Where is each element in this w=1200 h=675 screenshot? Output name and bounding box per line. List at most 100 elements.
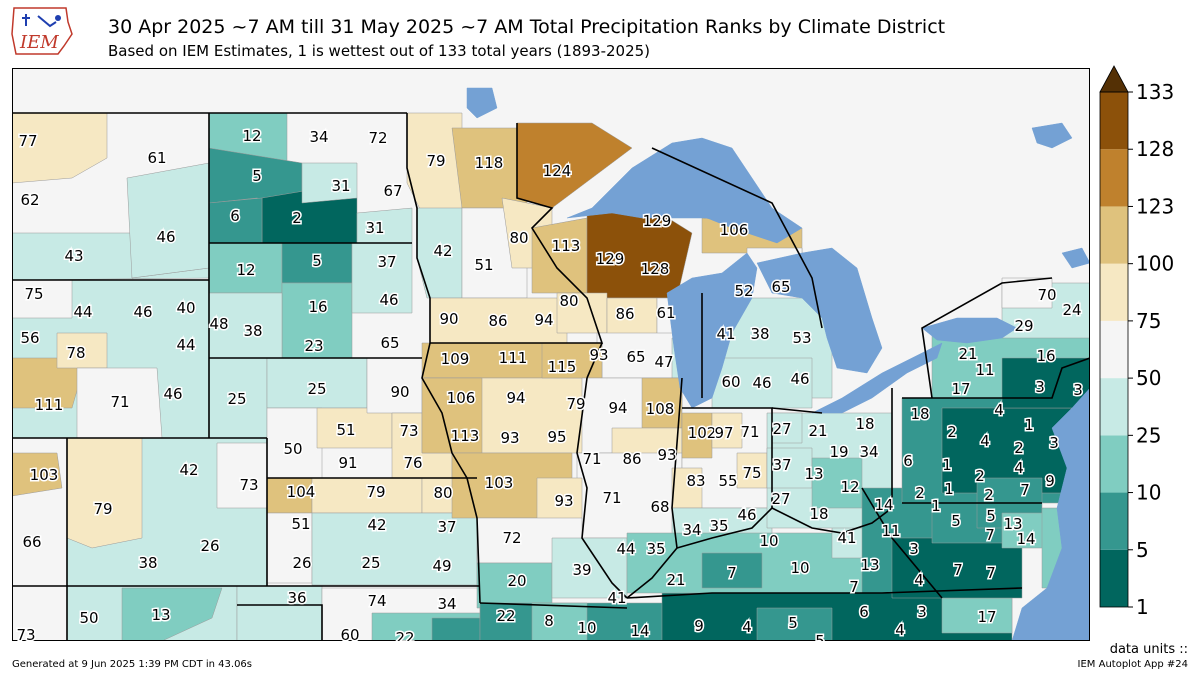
colorbar-segments xyxy=(1099,65,1129,608)
district-rank: 19 xyxy=(829,443,848,461)
district-rank: 5 xyxy=(815,632,825,641)
district-rank: 7 xyxy=(1020,481,1030,499)
district-rank: 129 xyxy=(596,250,625,268)
district-rank: 10 xyxy=(790,559,809,577)
district-rank: 55 xyxy=(718,472,737,490)
district-rank: 41 xyxy=(607,589,626,607)
district-rank: 37 xyxy=(377,253,396,271)
district-rank: 7 xyxy=(953,561,963,579)
district-rank: 7 xyxy=(986,564,996,582)
district-rank: 79 xyxy=(366,483,385,501)
district-rank: 24 xyxy=(1062,301,1081,319)
iem-logo: IEM xyxy=(11,7,73,55)
district-rank: 7 xyxy=(985,526,995,544)
district-rank: 42 xyxy=(179,461,198,479)
district-rank: 51 xyxy=(474,256,493,274)
district-rank: 5 xyxy=(788,614,798,632)
district-rank: 11 xyxy=(881,522,900,540)
colorbar-tick-label: 123 xyxy=(1136,194,1174,218)
district-rank: 93 xyxy=(657,446,676,464)
district-rank: 93 xyxy=(500,429,519,447)
colorbar-band xyxy=(1100,206,1128,264)
district-rank: 21 xyxy=(808,422,827,440)
district-rank: 113 xyxy=(552,237,581,255)
generated-timestamp: Generated at 9 Jun 2025 1:39 PM CDT in 4… xyxy=(12,659,253,670)
district-rank: 20 xyxy=(507,572,526,590)
colorbar-band xyxy=(1100,149,1128,207)
district-rank: 71 xyxy=(582,450,601,468)
district-rank: 5 xyxy=(951,512,961,530)
district-rank: 5 xyxy=(312,252,322,270)
map-title: 30 Apr 2025 ~7 AM till 31 May 2025 ~7 AM… xyxy=(108,16,946,38)
district-rank: 7 xyxy=(849,578,859,596)
district-rank: 4 xyxy=(980,432,990,450)
district-rank: 27 xyxy=(772,420,791,438)
district-rank: 71 xyxy=(740,423,759,441)
district-rank: 102 xyxy=(688,424,717,442)
district-rank: 2 xyxy=(292,209,302,227)
app-credit: IEM Autoplot App #24 xyxy=(1077,659,1188,670)
district-rank: 60 xyxy=(721,373,740,391)
district-rank: 49 xyxy=(432,557,451,575)
district-rank: 111 xyxy=(499,349,528,367)
colorbar-band xyxy=(1100,492,1128,550)
district-rank: 18 xyxy=(910,405,929,423)
district-rank: 2 xyxy=(915,484,925,502)
district-rank: 38 xyxy=(750,325,769,343)
colorbar-tick-label: 10 xyxy=(1136,481,1161,505)
district-rank: 48 xyxy=(209,315,228,333)
district-rank: 65 xyxy=(626,348,645,366)
district-rank: 71 xyxy=(110,393,129,411)
district-rank: 31 xyxy=(331,177,350,195)
district-rank: 23 xyxy=(304,337,323,355)
district-rank: 118 xyxy=(475,154,504,172)
district-rank: 75 xyxy=(742,464,761,482)
district-rank: 71 xyxy=(602,489,621,507)
district-rank: 36 xyxy=(287,589,306,607)
district-rank: 3 xyxy=(909,540,919,558)
district-rank: 52 xyxy=(734,282,753,300)
colorbar-tick-label: 128 xyxy=(1136,137,1174,161)
district-rank: 17 xyxy=(951,380,970,398)
data-units-label: data units :: xyxy=(1109,642,1188,657)
district-rank: 2 xyxy=(984,486,994,504)
district-rank: 86 xyxy=(488,312,507,330)
colorbar-extend-arrow xyxy=(1099,65,1129,93)
district-rank: 9 xyxy=(694,617,704,635)
district-rank: 9 xyxy=(1045,472,1055,490)
district-rank: 46 xyxy=(379,291,398,309)
district-rank: 94 xyxy=(608,399,627,417)
district-rank: 7 xyxy=(727,564,737,582)
colorbar-tick-label: 133 xyxy=(1136,80,1174,104)
district-rank: 5 xyxy=(986,507,996,525)
district-rank: 53 xyxy=(792,329,811,347)
district-rank: 50 xyxy=(283,440,302,458)
great-lakes xyxy=(466,87,1090,641)
district-rank: 31 xyxy=(365,219,384,237)
district-rank: 12 xyxy=(840,478,859,496)
district-rank: 86 xyxy=(615,305,634,323)
district-rank: 2 xyxy=(1014,439,1024,457)
district-rank: 25 xyxy=(307,380,326,398)
district-rank: 128 xyxy=(641,260,670,278)
colorbar-band xyxy=(1100,320,1128,379)
district-rank: 73 xyxy=(399,422,418,440)
district-rank: 41 xyxy=(716,325,735,343)
district-rank: 80 xyxy=(433,484,452,502)
district-rank: 42 xyxy=(367,516,386,534)
district-rank: 27 xyxy=(771,490,790,508)
district-rank: 35 xyxy=(709,517,728,535)
colorbar-band xyxy=(1100,378,1128,436)
colorbar-frame xyxy=(1099,91,1129,608)
precipitation-rank-map: 77 61 62 46 43 12 34 72 5 31 67 6 2 31 1… xyxy=(12,68,1090,641)
district-rank: 35 xyxy=(646,540,665,558)
district-rank: 34 xyxy=(859,443,878,461)
district-rank: 72 xyxy=(368,129,387,147)
district-rank: 90 xyxy=(439,310,458,328)
district-rank: 46 xyxy=(163,385,182,403)
district-rank: 4 xyxy=(994,401,1004,419)
district-rank: 29 xyxy=(1014,317,1033,335)
district-rank: 79 xyxy=(566,395,585,413)
district-rank: 39 xyxy=(572,561,591,579)
district-rank: 26 xyxy=(200,537,219,555)
